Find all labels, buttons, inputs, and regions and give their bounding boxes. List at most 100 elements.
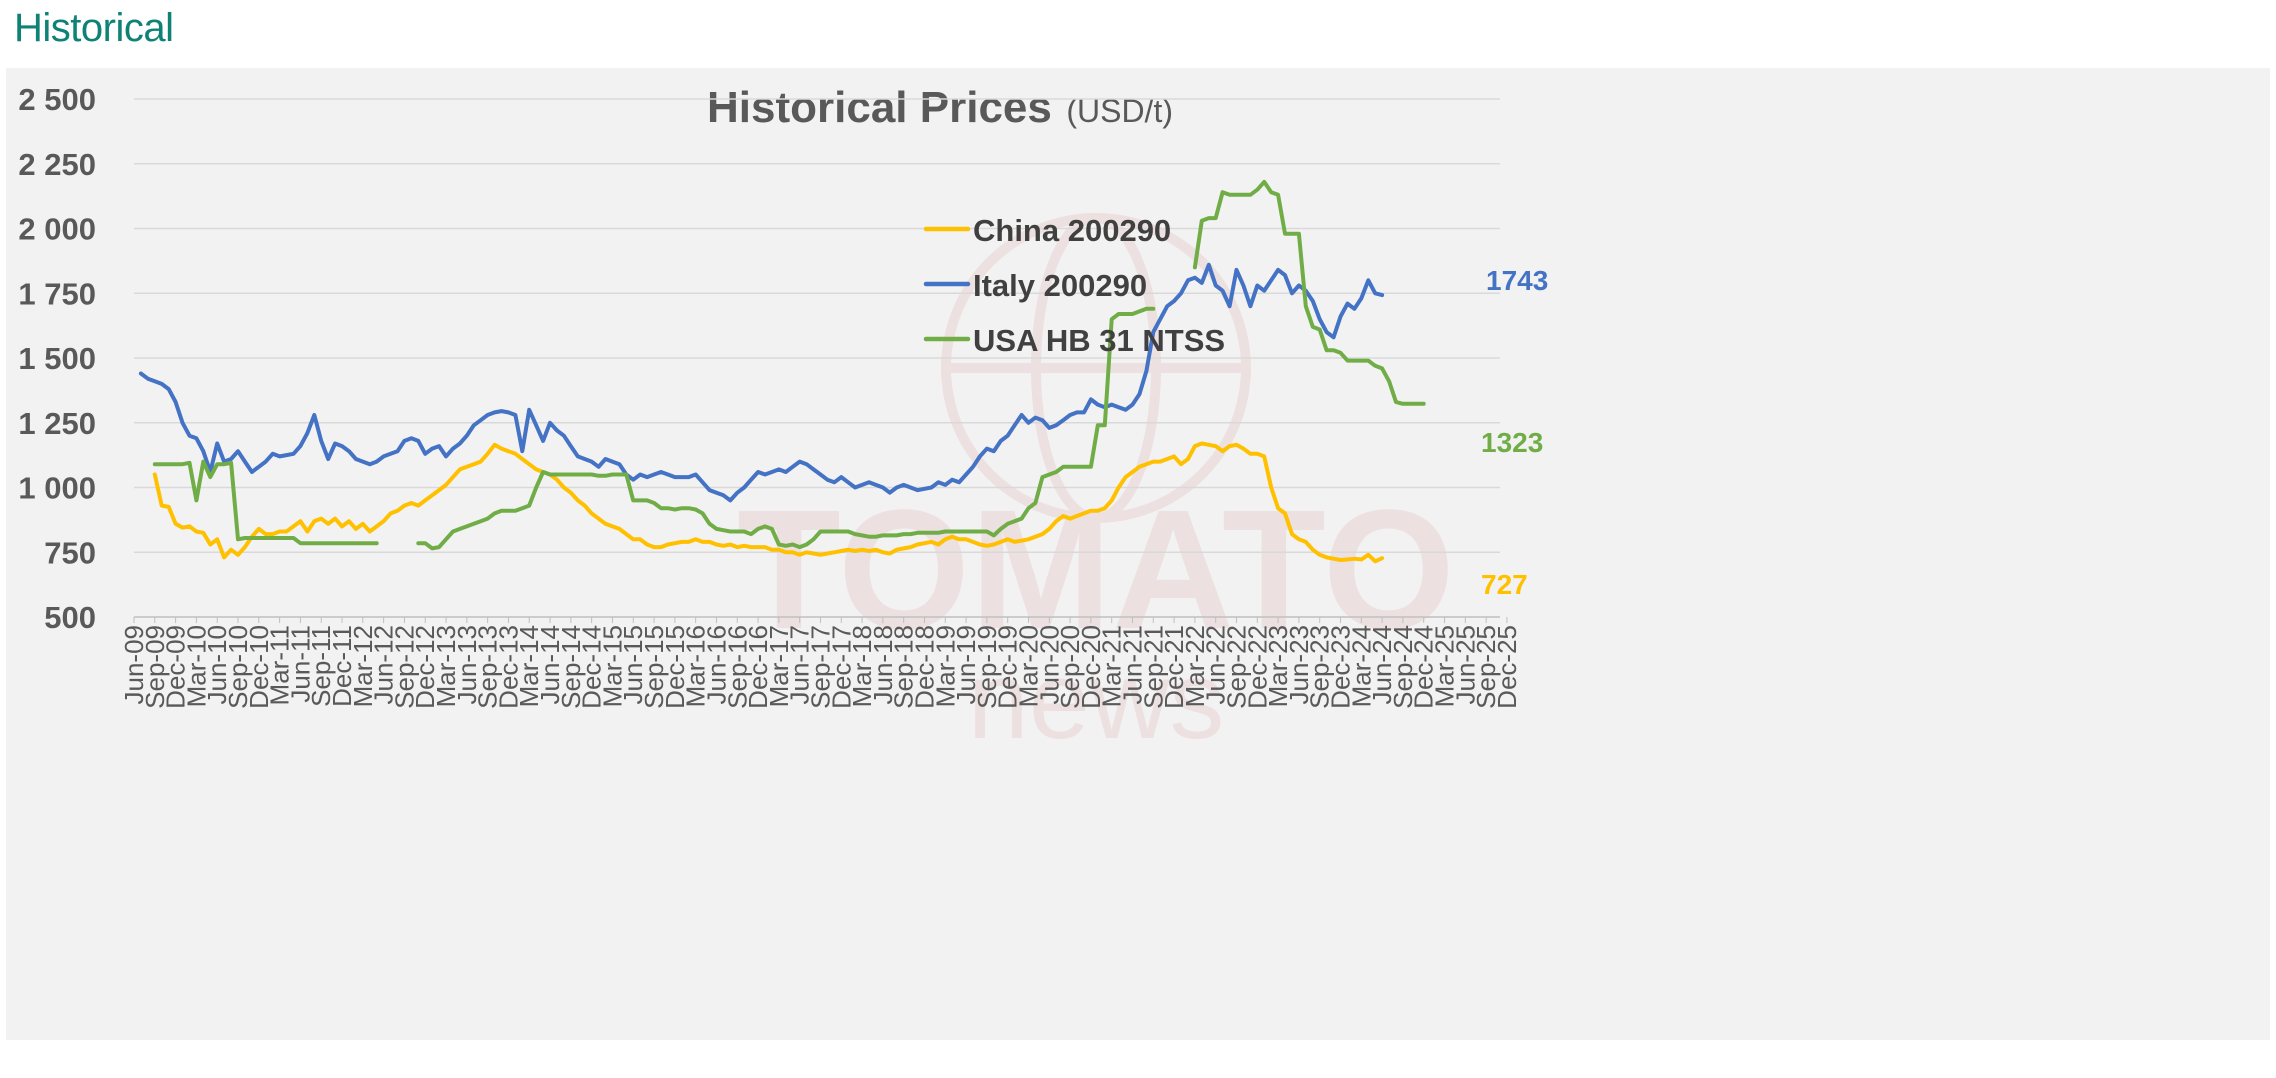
x-tick-label: Mar-18 [847,625,877,707]
x-tick-label: Dec-21 [1159,625,1189,709]
x-tick-label: Mar-25 [1430,625,1460,707]
series-lines [138,179,1426,564]
x-tick-label: Jun-23 [1284,625,1314,705]
x-tick-label: Jun-25 [1450,625,1480,705]
x-tick-label: Mar-14 [514,625,544,707]
x-tick-label: Sep-12 [389,625,419,709]
x-tick-label: Mar-16 [681,625,711,707]
x-tick-label: Sep-14 [556,625,586,709]
watermark-subtext: news [968,639,1225,762]
x-tick-label: Sep-11 [306,625,336,707]
x-tick-label: Mar-10 [181,625,211,707]
x-tick-label: Jun-09 [119,625,149,705]
x-tick-label: Dec-16 [743,625,773,709]
x-tick-label: Mar-19 [930,625,960,707]
x-tick-label: Dec-24 [1409,625,1439,709]
x-tick-label: Mar-22 [1180,625,1210,707]
x-tick-label: Dec-12 [410,625,440,709]
x-tick-label: Jun-16 [701,625,731,705]
end-labels: 727 1743 1323 [1481,265,1548,600]
series-line-china-segment-0 [152,441,1385,564]
y-tick-label: 1 500 [18,341,96,376]
legend-label-china: China 200290 [973,213,1171,248]
x-tick-label: Jun-19 [951,625,981,705]
grid-lines [134,98,1500,618]
y-tick-label: 1 750 [18,276,96,311]
series-line-usa-segment-1 [416,306,1156,551]
y-axis-labels: 500 750 1 000 1 250 1 500 1 750 2 000 2 250 2 50… [18,82,96,635]
x-tick-label: Sep-17 [805,625,835,709]
y-tick-label: 750 [44,535,96,570]
y-tick-label: 2 500 [18,82,96,117]
x-tick-label: Mar-17 [764,625,794,707]
x-tick-label: Sep-24 [1388,625,1418,709]
x-tick-label: Sep-15 [639,625,669,709]
y-tick-label: 500 [44,600,96,635]
y-tick-label: 2 000 [18,212,96,247]
y-tick-label: 1 250 [18,406,96,441]
legend: China 200290 Italy 200290 USA HB 31 NTSS [923,213,1225,358]
end-label-usa: 1323 [1481,427,1543,458]
x-tick-label: Jun-10 [202,625,232,705]
x-tick-label: Mar-21 [1097,625,1127,707]
x-tick-label: Dec-09 [161,625,191,709]
x-tick-label: Jun-22 [1201,625,1231,705]
x-tick-label: Sep-10 [223,625,253,709]
x-tick-label: Sep-20 [1055,625,1085,709]
x-tick-label: Sep-13 [473,625,503,709]
legend-label-italy: Italy 200290 [973,268,1147,303]
x-tick-label: Jun-18 [868,625,898,705]
x-tick-label: Jun-20 [1034,625,1064,705]
x-tick-label: Jun-14 [535,625,565,705]
x-tick-label: Mar-20 [1013,625,1043,707]
end-label-china: 727 [1481,569,1528,600]
watermark-text: TOMATO [737,475,1455,665]
x-tick-label: Mar-13 [431,625,461,707]
x-tick-label: Jun-12 [369,625,399,705]
x-tick-label: Sep-21 [1138,625,1168,709]
y-tick-label: 1 000 [18,471,96,506]
x-tick-label: Dec-22 [1242,625,1272,709]
x-tick-label: Jun-21 [1117,625,1147,705]
chart-area: TOMATO news Historical Prices (USD/t) 50… [6,68,2270,1040]
x-tick-label: Sep-18 [889,625,919,709]
x-tick-label: Dec-25 [1492,625,1522,709]
x-tick-label: Sep-16 [722,625,752,709]
x-tick-label: Dec-11 [327,625,357,707]
x-axis-labels: Jun-09Sep-09Dec-09Mar-10Jun-10Sep-10Dec-… [119,617,1522,709]
x-tick-label: Jun-24 [1367,625,1397,705]
x-tick-label: Jun-11 [285,625,315,703]
series-line-usa-segment-2 [1192,179,1426,406]
legend-label-usa: USA HB 31 NTSS [973,323,1225,358]
x-tick-label: Sep-09 [140,625,170,709]
x-tick-label: Mar-23 [1263,625,1293,707]
x-tick-label: Dec-19 [993,625,1023,709]
x-tick-label: Mar-12 [348,625,378,707]
watermark-logo: TOMATO news [737,213,1455,762]
x-tick-label: Mar-24 [1346,625,1376,707]
x-tick-label: Mar-11 [265,625,295,705]
page-title: Historical [14,6,174,50]
chart-title: Historical Prices (USD/t) [707,83,1173,132]
series-line-italy-segment-0 [138,262,1385,503]
historical-prices-chart: TOMATO news Historical Prices (USD/t) 50… [18,82,1548,762]
x-tick-label: Dec-20 [1076,625,1106,709]
x-tick-label: Dec-14 [577,625,607,709]
y-tick-label: 2 250 [18,147,96,182]
x-tick-label: Dec-10 [244,625,274,709]
x-tick-label: Jun-17 [785,625,815,705]
x-tick-label: Dec-13 [493,625,523,709]
series-line-usa-segment-0 [152,459,379,546]
x-tick-label: Sep-23 [1305,625,1335,709]
x-tick-label: Sep-25 [1471,625,1501,709]
x-tick-label: Jun-13 [452,625,482,705]
chart-title-main: Historical Prices [707,83,1052,132]
x-tick-label: Dec-15 [660,625,690,709]
x-tick-label: Dec-23 [1326,625,1356,709]
x-tick-label: Sep-22 [1222,625,1252,709]
end-label-italy: 1743 [1486,265,1548,296]
x-tick-label: Dec-17 [826,625,856,709]
x-tick-label: Jun-15 [618,625,648,705]
x-tick-label: Sep-19 [972,625,1002,709]
x-tick-label: Mar-15 [597,625,627,707]
